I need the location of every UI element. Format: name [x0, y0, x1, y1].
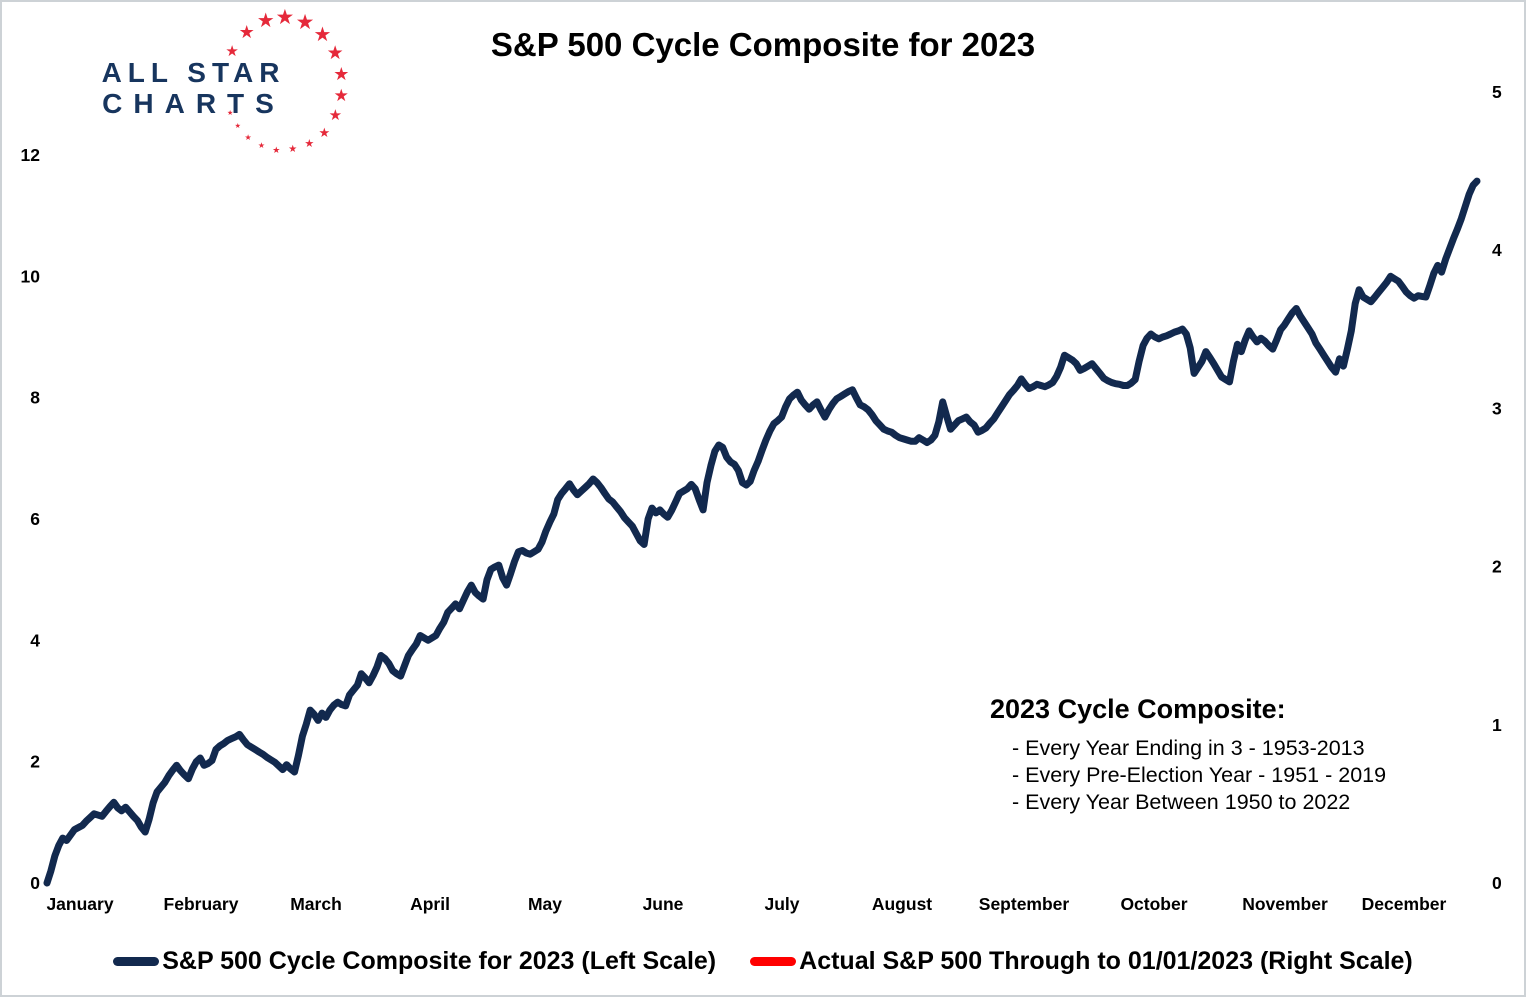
x-tick-march: March: [290, 894, 342, 914]
y-left-tick-0: 0: [30, 873, 40, 893]
star-icon: ★: [326, 42, 344, 64]
legend-line-swatch: [113, 956, 160, 966]
annotation-bullet: - Every Pre-Election Year - 1951 - 2019: [1012, 763, 1387, 787]
star-icon: ★: [256, 9, 275, 32]
x-tick-may: May: [528, 894, 562, 914]
y-left-tick-10: 10: [21, 266, 41, 286]
allstarcharts-logo: ALL STAR CHARTS ★ ★ ★ ★ ★ ★ ★ ★ ★ ★ ★ ★ ★ ★ ★ ★ ★ ★: [2, 2, 382, 172]
legend-label: Actual S&P 500 Through to 01/01/2023 (Ri…: [799, 946, 1413, 975]
star-icon: ★: [304, 137, 315, 150]
annotation-title: 2023 Cycle Composite:: [990, 694, 1286, 724]
logo-line1: ALL STAR: [101, 57, 286, 88]
y-right-tick-5: 5: [1492, 82, 1502, 102]
x-tick-december: December: [1362, 894, 1447, 914]
star-icon: ★: [227, 109, 234, 117]
annotation-box: 2023 Cycle Composite: - Every Year Endin…: [990, 694, 1430, 816]
star-icon: ★: [288, 144, 298, 156]
y-left-tick-8: 8: [30, 388, 40, 408]
x-tick-september: September: [979, 894, 1070, 914]
annotation-bullet-list: - Every Year Ending in 3 - 1953-2013 - Ev…: [990, 735, 1430, 816]
star-icon: ★: [318, 124, 331, 140]
star-icon: ★: [333, 86, 349, 106]
star-icon: ★: [234, 123, 241, 131]
series-line-0: [43, 177, 1481, 887]
legend-label: S&P 500 Cycle Composite for 2023 (Left S…: [162, 946, 717, 975]
x-tick-november: November: [1242, 894, 1328, 914]
star-icon: ★: [275, 6, 295, 30]
logo-line2: CHARTS: [102, 88, 285, 119]
star-icon: ★: [295, 11, 315, 35]
y-left-tick-6: 6: [30, 509, 40, 529]
star-icon: ★: [272, 145, 281, 156]
y-right-tick-3: 3: [1492, 398, 1502, 418]
star-icon: ★: [328, 106, 343, 124]
x-tick-july: July: [764, 894, 799, 914]
x-tick-april: April: [410, 894, 450, 914]
annotation-bullet: - Every Year Ending in 3 - 1953-2013: [1012, 736, 1365, 760]
star-icon: ★: [244, 132, 252, 142]
y-right-tick-2: 2: [1492, 557, 1502, 577]
legend-item-0: S&P 500 Cycle Composite for 2023 (Left S…: [113, 947, 716, 976]
page-title: S&P 500 Cycle Composite for 2023: [490, 26, 1036, 63]
x-tick-february: February: [164, 894, 239, 914]
x-tick-january: January: [46, 894, 113, 914]
star-icon: ★: [238, 22, 255, 43]
y-left-tick-12: 12: [21, 145, 41, 165]
y-right-tick-4: 4: [1492, 240, 1502, 260]
star-icon: ★: [257, 141, 266, 151]
x-tick-october: October: [1120, 894, 1187, 914]
star-icon: ★: [333, 63, 350, 84]
x-tick-august: August: [872, 894, 932, 914]
legend-item-1: Actual S&P 500 Through to 01/01/2023 (Ri…: [750, 947, 1413, 976]
legend: S&P 500 Cycle Composite for 2023 (Left S…: [2, 938, 1524, 984]
x-tick-june: June: [643, 894, 684, 914]
y-left-tick-2: 2: [30, 752, 40, 772]
star-icon: ★: [225, 43, 239, 60]
annotation-bullet: - Every Year Between 1950 to 2022: [1012, 790, 1351, 814]
y-left-tick-4: 4: [30, 630, 40, 650]
legend-line-swatch: [750, 956, 797, 966]
logo-text: ALL STAR CHARTS: [86, 57, 301, 119]
y-right-tick-0: 0: [1492, 873, 1502, 893]
star-icon: ★: [313, 23, 332, 46]
y-right-tick-1: 1: [1492, 715, 1502, 735]
